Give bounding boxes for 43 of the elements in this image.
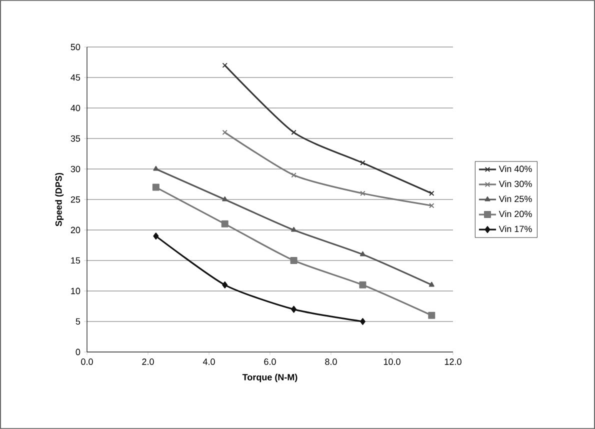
y-tick-label: 5 <box>76 318 80 325</box>
legend-label: Vin 25% <box>498 195 532 202</box>
point <box>152 184 160 191</box>
y-tick-label: 15 <box>71 257 80 264</box>
legend-label: Vin 17% <box>498 226 532 232</box>
y-tick-label: 30 <box>70 166 80 172</box>
x-tick-label: 12.0 <box>444 358 462 365</box>
point <box>360 160 366 166</box>
y-tick-label: 20 <box>70 226 80 234</box>
x-tick-label: 0.0 <box>81 358 93 365</box>
point <box>153 166 159 171</box>
point <box>359 281 366 288</box>
point <box>221 220 228 228</box>
x-tick-label: 6.0 <box>264 358 276 365</box>
x-tick-label: 10.0 <box>384 358 400 365</box>
y-tick-label: 25 <box>70 196 80 203</box>
y-tick-label: 35 <box>70 135 80 142</box>
legend-label: Vin 30% <box>498 180 532 188</box>
x-tick-label: 8.0 <box>325 358 337 365</box>
y-axis-title: Speed (DPS) <box>55 172 64 226</box>
x-axis-title: Torque (N-M) <box>242 374 298 382</box>
point <box>291 172 296 178</box>
point <box>291 130 296 136</box>
point <box>222 196 228 202</box>
point <box>428 282 434 287</box>
y-tick-label: 40 <box>70 104 80 112</box>
y-tick-label: 0 <box>76 348 80 356</box>
legend-label: Vin 40% <box>498 165 532 172</box>
point <box>222 281 228 288</box>
point <box>291 306 297 313</box>
y-tick-label: 50 <box>70 44 80 50</box>
point <box>360 251 366 256</box>
point <box>360 318 366 326</box>
point <box>290 257 298 264</box>
point <box>291 226 297 232</box>
y-tick-label: 10 <box>71 288 80 294</box>
point <box>360 190 366 196</box>
point <box>428 312 436 319</box>
point <box>153 232 159 240</box>
x-tick-label: 2.0 <box>142 358 154 365</box>
x-tick-label: 4.0 <box>202 358 215 365</box>
legend-label: Vin 20% <box>498 210 532 218</box>
y-tick-label: 45 <box>70 74 80 81</box>
